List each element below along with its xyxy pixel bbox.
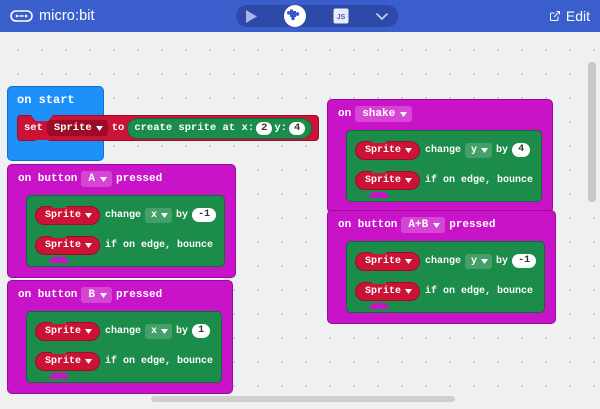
svg-text:JS: JS [337, 14, 346, 21]
